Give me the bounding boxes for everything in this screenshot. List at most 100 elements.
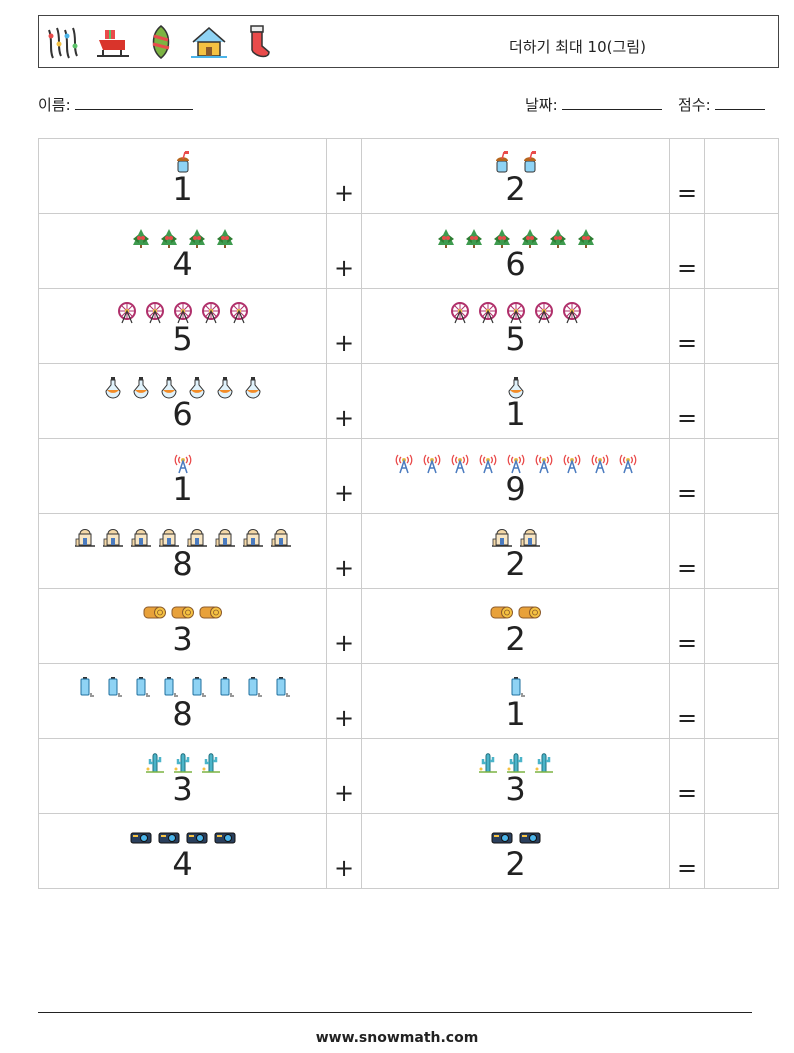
equals-sign: = bbox=[676, 179, 698, 207]
plus-cell: + bbox=[326, 363, 362, 439]
name-label: 이름: bbox=[38, 96, 71, 114]
equals-sign: = bbox=[676, 404, 698, 432]
addend-b-cell: 1 bbox=[361, 663, 670, 739]
radio-tower-icon bbox=[588, 450, 612, 474]
addend-a-cell: 8 bbox=[38, 663, 327, 739]
problem-row: 3 +2 = bbox=[38, 588, 779, 664]
answer-cell[interactable] bbox=[704, 213, 779, 289]
ferris-wheel-icon bbox=[532, 300, 556, 324]
log-wood-icon bbox=[143, 600, 167, 624]
addend-a-number: 1 bbox=[172, 170, 193, 208]
battery-icon bbox=[213, 675, 237, 699]
radio-tower-icon bbox=[476, 450, 500, 474]
plus-cell: + bbox=[326, 288, 362, 364]
projector-icon bbox=[129, 825, 153, 849]
problem-row: 4 +2 = bbox=[38, 813, 779, 889]
plus-cell: + bbox=[326, 588, 362, 664]
problem-row: 1 +9 = bbox=[38, 438, 779, 514]
battery-icon bbox=[269, 675, 293, 699]
temple-icon bbox=[269, 525, 293, 549]
battery-icon bbox=[101, 675, 125, 699]
projector-icon bbox=[213, 825, 237, 849]
addend-a-number: 3 bbox=[172, 620, 193, 658]
score-field: 점수: bbox=[678, 94, 765, 115]
equals-cell: = bbox=[669, 813, 705, 889]
radio-tower-icon bbox=[616, 450, 640, 474]
addend-b-number: 1 bbox=[505, 395, 526, 433]
answer-cell[interactable] bbox=[704, 438, 779, 514]
header-icon-strip bbox=[45, 22, 277, 62]
addend-a-number: 4 bbox=[172, 245, 193, 283]
addend-b-cell: 2 bbox=[361, 513, 670, 589]
answer-cell[interactable] bbox=[704, 288, 779, 364]
battery-icon bbox=[73, 675, 97, 699]
equals-cell: = bbox=[669, 588, 705, 664]
addend-b-cell: 3 bbox=[361, 738, 670, 814]
ferris-wheel-icon bbox=[476, 300, 500, 324]
equals-sign: = bbox=[676, 854, 698, 882]
plus-cell: + bbox=[326, 738, 362, 814]
temple-icon bbox=[129, 525, 153, 549]
radio-tower-icon bbox=[420, 450, 444, 474]
addend-a-cell: 3 bbox=[38, 738, 327, 814]
temple-icon bbox=[73, 525, 97, 549]
addend-b-cell: 6 bbox=[361, 213, 670, 289]
addend-b-cell: 2 bbox=[361, 588, 670, 664]
addend-b-cell: 1 bbox=[361, 363, 670, 439]
answer-cell[interactable] bbox=[704, 513, 779, 589]
addend-b-cell: 9 bbox=[361, 438, 670, 514]
holly-icon bbox=[574, 225, 598, 249]
plus-cell: + bbox=[326, 813, 362, 889]
worksheet-title: 더하기 최대 10(그림) bbox=[509, 38, 646, 56]
answer-cell[interactable] bbox=[704, 138, 779, 214]
ferris-wheel-icon bbox=[560, 300, 584, 324]
answer-cell[interactable] bbox=[704, 363, 779, 439]
footer-url: www.snowmath.com bbox=[315, 1030, 479, 1046]
plus-sign: + bbox=[333, 854, 355, 882]
equals-cell: = bbox=[669, 438, 705, 514]
answer-cell[interactable] bbox=[704, 738, 779, 814]
addend-a-cell: 1 bbox=[38, 138, 327, 214]
holly-icon bbox=[213, 225, 237, 249]
problem-row: 6 +1 = bbox=[38, 363, 779, 439]
plus-sign: + bbox=[333, 254, 355, 282]
equals-cell: = bbox=[669, 213, 705, 289]
garland-lights-icon bbox=[48, 27, 78, 59]
holly-icon bbox=[434, 225, 458, 249]
answer-cell[interactable] bbox=[704, 663, 779, 739]
sleigh-icon bbox=[97, 30, 129, 57]
equals-cell: = bbox=[669, 738, 705, 814]
addend-b-number: 9 bbox=[505, 470, 526, 508]
equals-sign: = bbox=[676, 329, 698, 357]
battery-icon bbox=[241, 675, 265, 699]
addend-b-number: 6 bbox=[505, 245, 526, 283]
ferris-wheel-icon bbox=[143, 300, 167, 324]
addend-b-number: 3 bbox=[505, 770, 526, 808]
equals-cell: = bbox=[669, 288, 705, 364]
holly-icon bbox=[546, 225, 570, 249]
date-blank[interactable] bbox=[561, 96, 662, 110]
ferris-wheel-icon bbox=[199, 300, 223, 324]
plus-cell: + bbox=[326, 513, 362, 589]
ferris-wheel-icon bbox=[227, 300, 251, 324]
name-blank[interactable] bbox=[74, 96, 193, 110]
cactus-icon bbox=[532, 750, 556, 774]
plus-sign: + bbox=[333, 179, 355, 207]
holly-icon bbox=[462, 225, 486, 249]
addend-b-number: 2 bbox=[505, 620, 526, 658]
radio-tower-icon bbox=[448, 450, 472, 474]
addend-b-number: 2 bbox=[505, 545, 526, 583]
addend-b-cell: 5 bbox=[361, 288, 670, 364]
score-blank[interactable] bbox=[714, 96, 765, 110]
equals-sign: = bbox=[676, 629, 698, 657]
plus-sign: + bbox=[333, 404, 355, 432]
answer-cell[interactable] bbox=[704, 813, 779, 889]
problem-row: 8 +2 = bbox=[38, 513, 779, 589]
equals-sign: = bbox=[676, 554, 698, 582]
equals-sign: = bbox=[676, 704, 698, 732]
worksheet-header: 더하기 최대 10(그림) bbox=[38, 15, 779, 68]
log-wood-icon bbox=[199, 600, 223, 624]
answer-cell[interactable] bbox=[704, 588, 779, 664]
plus-cell: + bbox=[326, 438, 362, 514]
equals-cell: = bbox=[669, 138, 705, 214]
